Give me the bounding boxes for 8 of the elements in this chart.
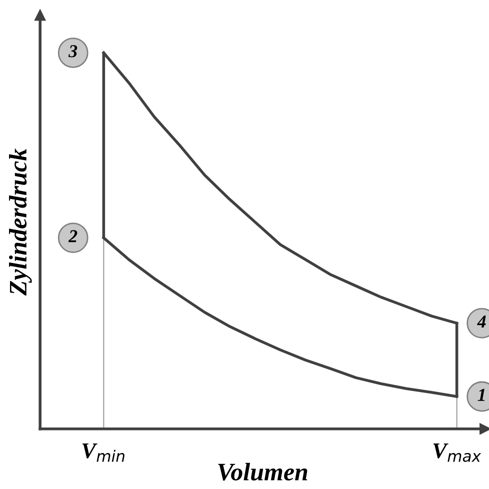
y-axis-title: Zylinderdruck: [9, 148, 32, 296]
annotation: 3: [68, 45, 78, 58]
annotation: 2: [68, 230, 78, 242]
x-tick-label: V$_{min}$: [82, 443, 124, 462]
x-tick-label: V$_{max}$: [433, 443, 482, 462]
annotation: 4: [477, 316, 486, 328]
annotation: 1: [478, 388, 485, 401]
x-axis-title: Volumen: [218, 462, 308, 481]
